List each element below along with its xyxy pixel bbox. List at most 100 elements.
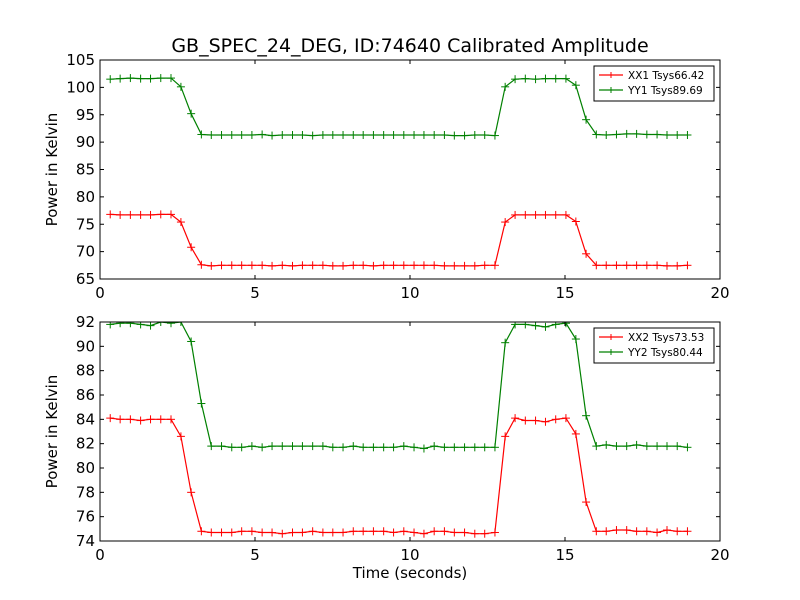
data-point (247, 131, 256, 140)
data-point (288, 131, 297, 140)
legend-entry-1: XX1 Tsys66.42 (599, 70, 704, 82)
data-point (571, 429, 580, 438)
data-point (419, 261, 428, 270)
data-point (318, 131, 327, 140)
data-point (389, 261, 398, 270)
y-axis-label: Power in Kelvin (43, 113, 61, 227)
data-point (602, 261, 611, 270)
data-point (176, 218, 185, 227)
data-point (247, 442, 256, 451)
data-point (328, 131, 337, 140)
data-point (298, 442, 307, 451)
data-point (278, 529, 287, 538)
data-point (521, 322, 530, 329)
data-point (551, 74, 560, 83)
data-point (531, 322, 540, 330)
data-point (592, 442, 601, 451)
data-point (308, 527, 317, 536)
data-point (389, 443, 398, 452)
data-point (166, 322, 175, 328)
data-point (318, 261, 327, 270)
data-point (511, 210, 520, 219)
data-point (227, 131, 236, 140)
data-point (450, 261, 459, 270)
chart-title: GB_SPEC_24_DEG, ID:74640 Calibrated Ampl… (171, 35, 648, 57)
data-point (419, 444, 428, 453)
data-point (349, 442, 358, 451)
data-point (571, 81, 580, 90)
legend-entry-2: YY2 Tsys80.44 (599, 347, 703, 359)
data-point (501, 432, 510, 441)
data-point (642, 527, 651, 536)
data-point (278, 131, 287, 140)
data-point (328, 528, 337, 537)
data-point (430, 442, 439, 451)
data-point (369, 527, 378, 536)
data-point (176, 432, 185, 441)
data-point (490, 443, 499, 452)
data-point (602, 440, 611, 449)
data-point (237, 443, 246, 452)
plot-area (106, 74, 692, 270)
data-point (298, 261, 307, 270)
y-tick-label: 80 (76, 188, 95, 206)
data-point (349, 527, 358, 536)
subplot-2: 0 5 10 15 20 74 76 78 80 82 84 86 88 90 92 Power in Kel… (43, 313, 730, 582)
y-tick-label: 90 (76, 133, 95, 151)
data-point (501, 338, 510, 347)
data-point (328, 443, 337, 452)
data-point (460, 443, 469, 452)
data-point (217, 442, 226, 451)
series-line-2 (110, 322, 688, 450)
data-point (298, 528, 307, 537)
data-point (632, 440, 641, 449)
legend: XX2 Tsys73.53 YY2 Tsys80.44 (593, 327, 715, 364)
data-point (632, 527, 641, 536)
data-point (187, 109, 196, 118)
data-point (450, 528, 459, 537)
data-point (460, 131, 469, 140)
data-point (410, 443, 419, 452)
data-point (399, 442, 408, 451)
data-point (410, 131, 419, 140)
data-point (136, 210, 145, 219)
data-point (106, 210, 115, 219)
y-axis-label: Power in Kelvin (43, 375, 61, 489)
data-point (531, 210, 540, 219)
data-point (187, 488, 196, 497)
y-tick-label: 70 (76, 243, 95, 261)
data-point (410, 261, 419, 270)
data-point (551, 210, 560, 219)
y-tick-label: 92 (76, 313, 95, 331)
data-point (237, 131, 246, 140)
y-tick-label: 95 (76, 106, 95, 124)
y-tick-label: 75 (76, 215, 95, 233)
data-point (653, 261, 662, 270)
data-point (207, 442, 216, 451)
data-point (612, 526, 621, 535)
data-point (673, 442, 682, 451)
data-point (490, 528, 499, 537)
data-point (217, 131, 226, 140)
data-point (632, 129, 641, 138)
data-point (551, 322, 560, 329)
y-tick-label: 100 (66, 78, 95, 96)
data-point (146, 74, 155, 83)
data-point (176, 82, 185, 91)
data-point (136, 416, 145, 425)
data-point (541, 210, 550, 219)
legend-label: YY1 Tsys89.69 (627, 85, 703, 97)
series-line-2 (110, 77, 688, 137)
data-point (268, 131, 277, 140)
data-point (450, 443, 459, 452)
data-point (683, 261, 692, 270)
y-tick-label: 85 (76, 161, 95, 179)
data-point (187, 243, 196, 252)
data-point (156, 322, 165, 326)
data-point (146, 210, 155, 219)
data-point (602, 527, 611, 536)
x-tick-label: 10 (400, 546, 419, 564)
data-point (379, 131, 388, 140)
